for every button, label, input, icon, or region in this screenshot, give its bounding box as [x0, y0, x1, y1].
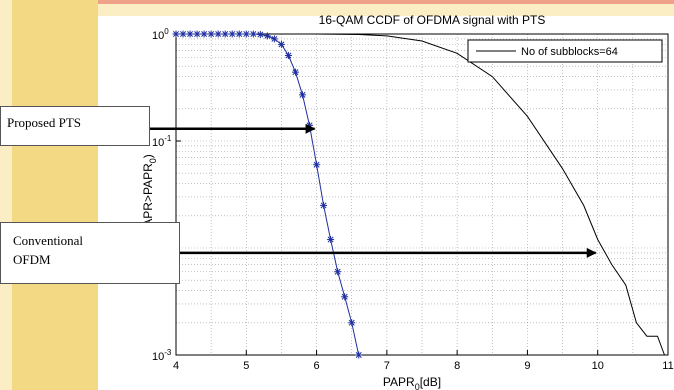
- asterisk-stroke: [250, 31, 257, 37]
- asterisk-marker: [313, 161, 321, 169]
- left-band: [0, 0, 98, 390]
- asterisk-marker: [193, 30, 201, 38]
- y-tick-label: 10-3: [152, 348, 172, 363]
- series-markers-1: [172, 30, 363, 359]
- asterisk-marker: [299, 91, 307, 99]
- asterisk-stroke: [243, 31, 250, 37]
- asterisk-marker: [228, 30, 236, 38]
- callout-conventional-line1: Conventional: [13, 233, 84, 248]
- legend: No of subblocks=64: [467, 39, 663, 63]
- asterisk-marker: [348, 319, 356, 327]
- asterisk-marker: [320, 201, 328, 209]
- x-tick-label: 8: [454, 360, 460, 372]
- asterisk-marker: [334, 268, 342, 276]
- y-tick-label: 100: [152, 27, 169, 42]
- asterisk-marker: [207, 30, 215, 38]
- asterisk-stroke: [292, 69, 299, 76]
- callout-conventional-ofdm: Conventional OFDM: [0, 222, 180, 284]
- asterisk-marker: [256, 30, 264, 38]
- x-tick-label: 7: [384, 360, 390, 372]
- callout-proposed-pts-text: Proposed PTS: [7, 115, 82, 130]
- asterisk-marker: [263, 32, 271, 40]
- asterisk-marker: [172, 30, 180, 38]
- asterisk-marker: [200, 30, 208, 38]
- asterisk-stroke: [355, 352, 362, 358]
- asterisk-stroke: [334, 268, 341, 275]
- legend-entry: No of subblocks=64: [521, 46, 618, 58]
- asterisk-stroke: [173, 31, 179, 37]
- asterisk-marker: [327, 236, 335, 244]
- asterisk-marker: [242, 30, 250, 38]
- asterisk-stroke: [264, 32, 271, 39]
- asterisk-stroke: [348, 319, 355, 326]
- asterisk-stroke: [208, 31, 215, 37]
- series-line-0: [176, 33, 665, 356]
- asterisk-marker: [277, 40, 285, 48]
- callout-proposed-pts: Proposed PTS: [0, 106, 150, 146]
- top-red-accent: [98, 0, 674, 4]
- asterisk-marker: [214, 30, 222, 38]
- asterisk-marker: [221, 30, 229, 38]
- x-tick-label: 5: [243, 360, 249, 372]
- asterisk-stroke: [320, 202, 327, 209]
- asterisk-marker: [270, 35, 278, 43]
- asterisk-stroke: [215, 31, 222, 37]
- asterisk-stroke: [327, 236, 334, 243]
- asterisk-stroke: [341, 293, 348, 300]
- asterisk-stroke: [278, 41, 285, 48]
- asterisk-stroke: [229, 31, 236, 37]
- x-tick-label: 6: [314, 360, 320, 372]
- left-band-highlight: [0, 0, 12, 390]
- asterisk-stroke: [187, 31, 194, 37]
- asterisk-marker: [341, 293, 349, 301]
- y-tick-label: 10-1: [152, 134, 172, 149]
- legend-box: [467, 39, 663, 63]
- asterisk-stroke: [222, 31, 229, 37]
- callout-conventional-line2: OFDM: [13, 252, 51, 267]
- asterisk-marker: [284, 51, 292, 59]
- x-tick-label: 10: [592, 360, 604, 372]
- asterisk-stroke: [194, 31, 201, 37]
- asterisk-marker: [186, 30, 194, 38]
- asterisk-marker: [235, 30, 243, 38]
- asterisk-stroke: [313, 161, 320, 168]
- y-axis-label: APR>PAPR0): [141, 154, 158, 226]
- asterisk-stroke: [236, 31, 243, 37]
- y-axis-label-group: APR>PAPR0): [141, 154, 158, 226]
- asterisk-marker: [355, 351, 363, 359]
- asterisk-stroke: [201, 31, 208, 37]
- asterisk-stroke: [285, 52, 292, 59]
- x-tick-label: 9: [524, 360, 530, 372]
- asterisk-stroke: [257, 31, 264, 38]
- asterisk-stroke: [299, 91, 306, 98]
- x-axis-label: PAPR0[dB]: [383, 375, 441, 390]
- x-tick-label: 11: [662, 360, 673, 372]
- x-tick-label: 4: [173, 360, 179, 372]
- axes-box: [175, 33, 669, 356]
- asterisk-stroke: [180, 31, 187, 37]
- asterisk-marker: [291, 68, 299, 76]
- asterisk-stroke: [271, 35, 278, 42]
- asterisk-marker: [249, 30, 257, 38]
- asterisk-marker: [179, 30, 187, 38]
- chart-title: 16-QAM CCDF of OFDMA signal with PTS: [319, 13, 546, 27]
